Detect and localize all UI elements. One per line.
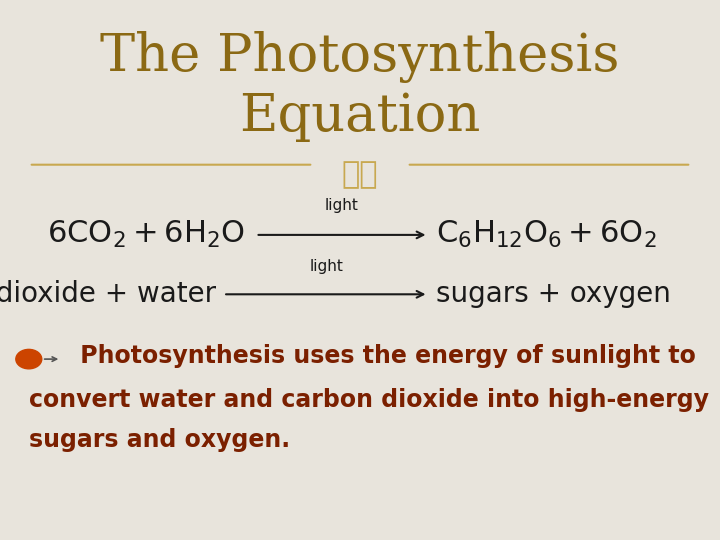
Text: sugars + oxygen: sugars + oxygen xyxy=(436,280,670,308)
Circle shape xyxy=(16,349,42,369)
Text: convert water and carbon dioxide into high-energy: convert water and carbon dioxide into hi… xyxy=(29,388,708,411)
Text: The Photosynthesis: The Photosynthesis xyxy=(100,31,620,83)
Text: Photosynthesis uses the energy of sunlight to: Photosynthesis uses the energy of sunlig… xyxy=(72,345,696,368)
Text: light: light xyxy=(325,198,359,213)
Text: light: light xyxy=(309,259,343,274)
Text: sugars and oxygen.: sugars and oxygen. xyxy=(29,428,290,452)
Text: ❛❜: ❛❜ xyxy=(342,159,378,190)
Text: $\mathregular{6CO_2 + 6H_2O}$: $\mathregular{6CO_2 + 6H_2O}$ xyxy=(47,219,245,251)
Text: carbon dioxide + water: carbon dioxide + water xyxy=(0,280,216,308)
Text: $\mathregular{C_6H_{12}O_6 + 6O_2}$: $\mathregular{C_6H_{12}O_6 + 6O_2}$ xyxy=(436,219,656,251)
Text: Equation: Equation xyxy=(239,91,481,141)
